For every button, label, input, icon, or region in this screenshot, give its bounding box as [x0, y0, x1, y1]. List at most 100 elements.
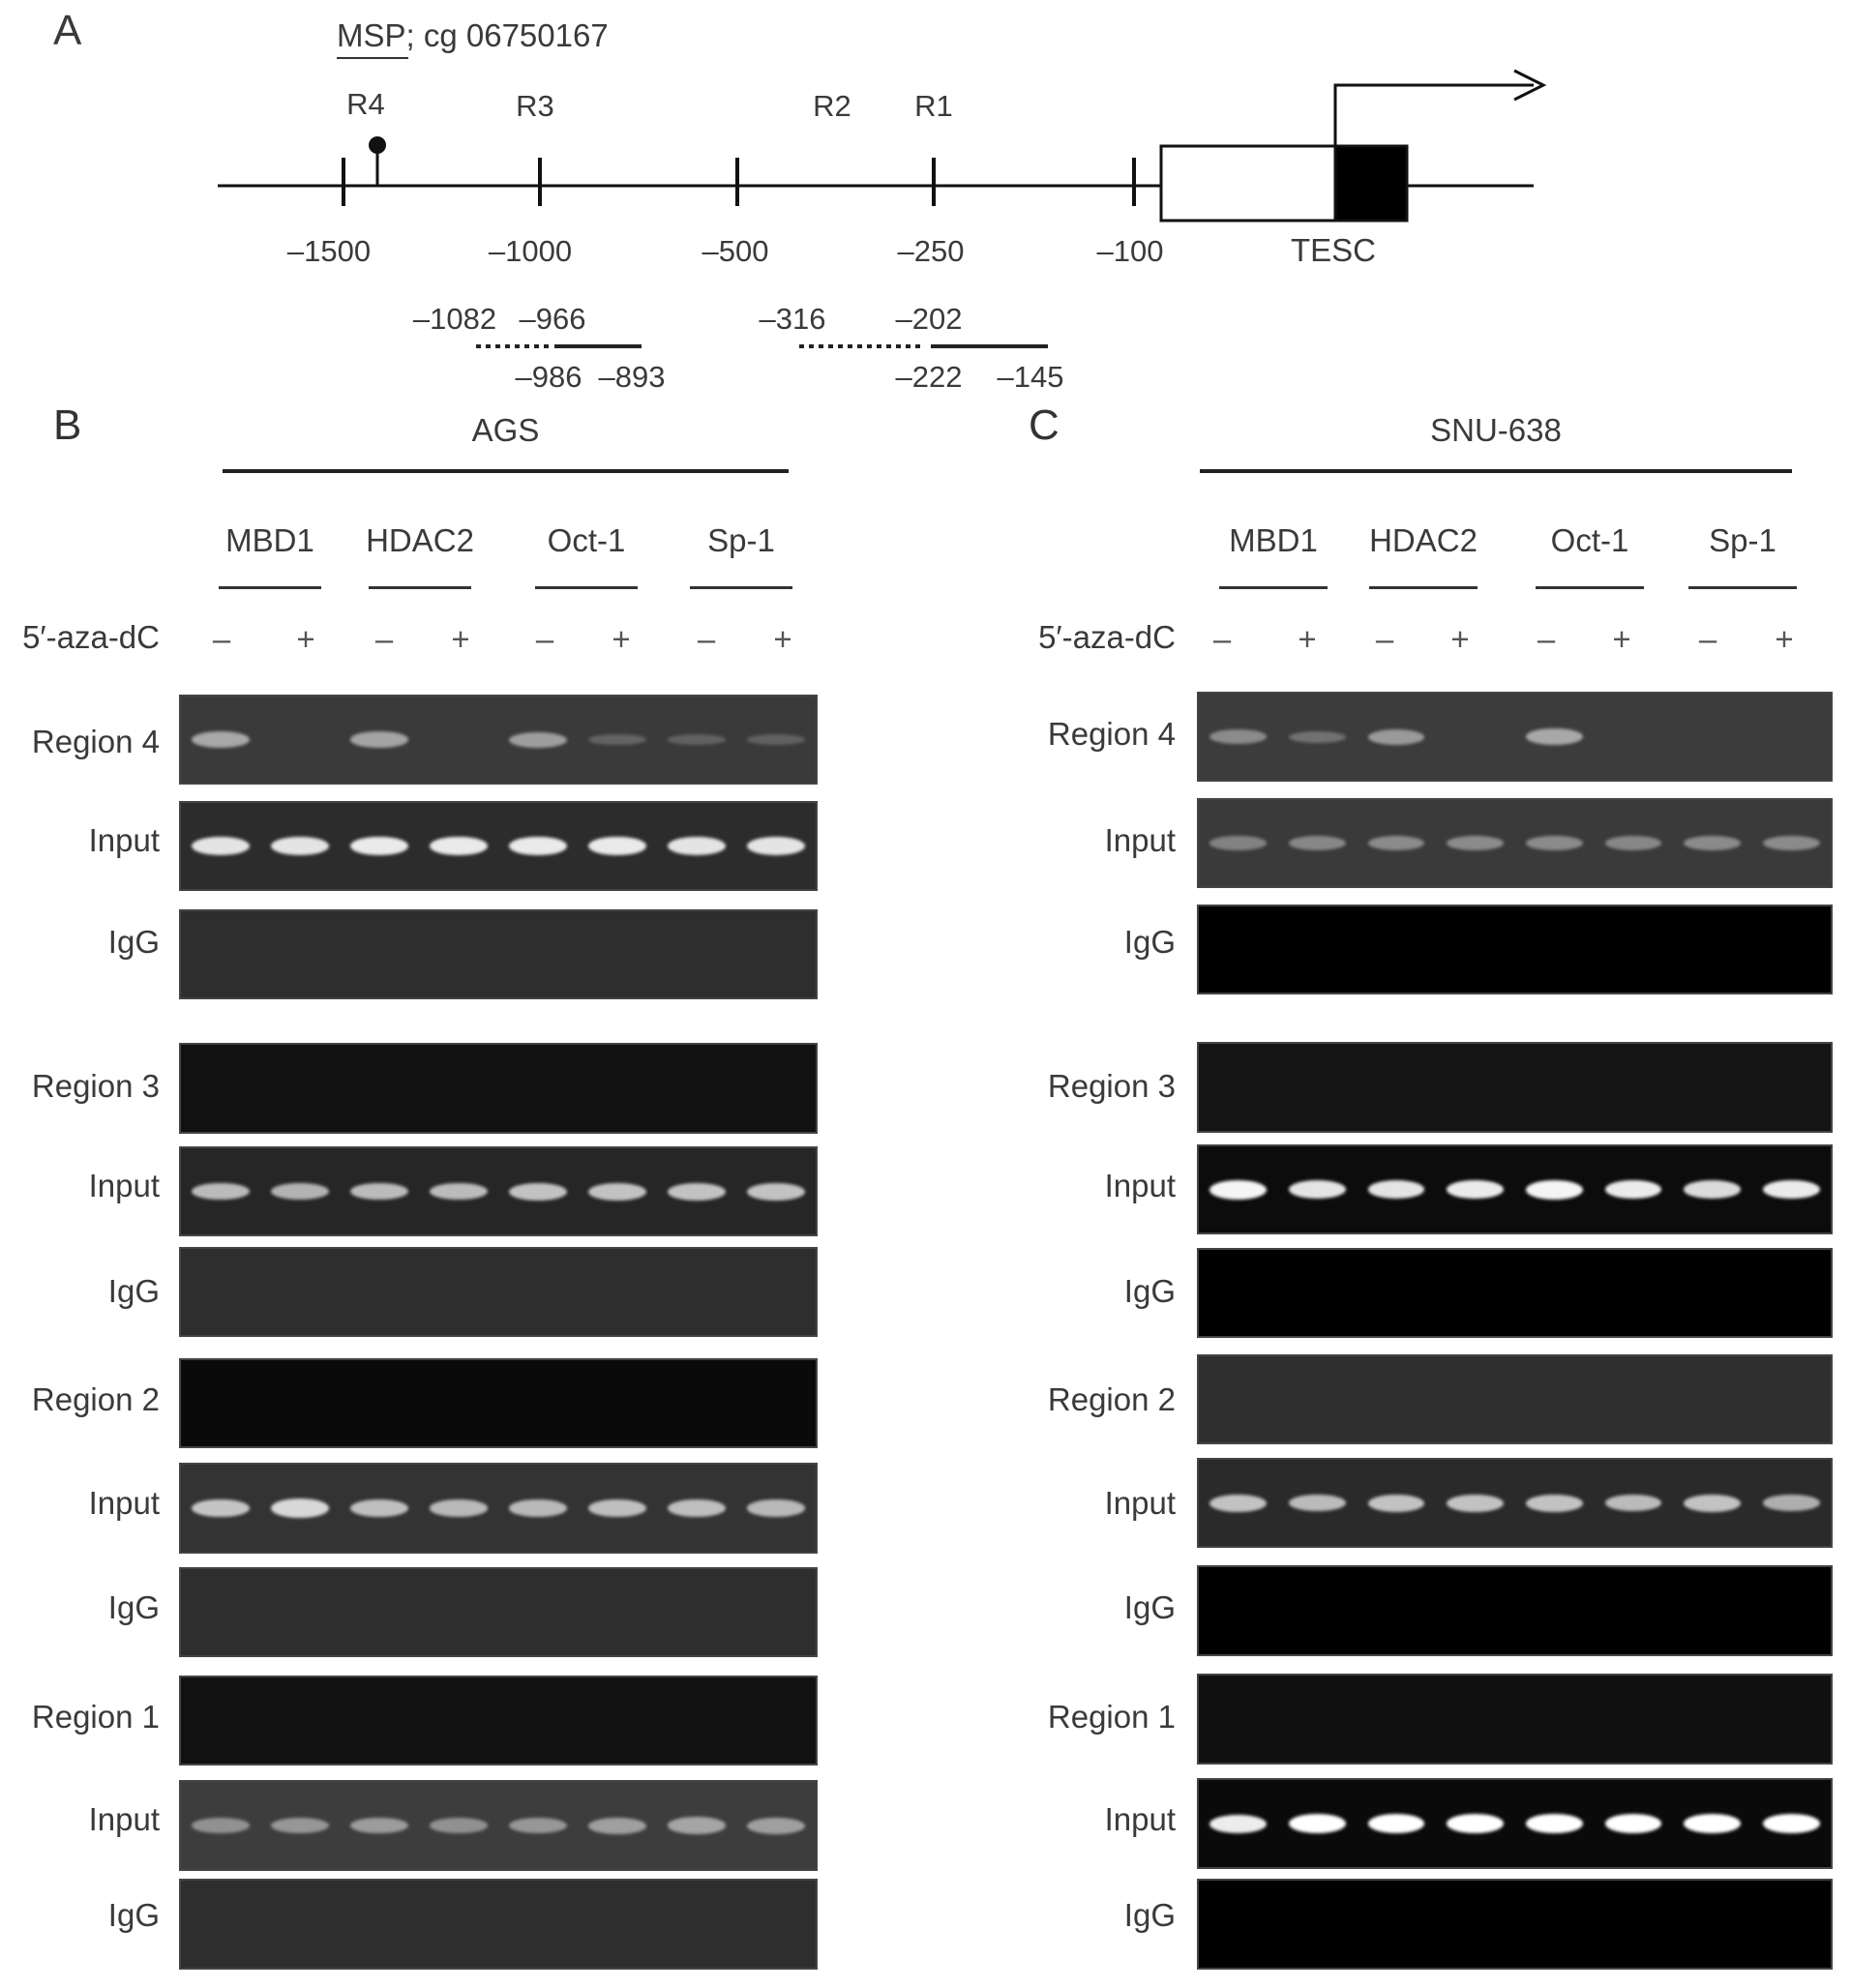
primer-coord-145: –145 — [998, 360, 1064, 394]
treatment-sign: + — [612, 621, 631, 657]
gel-band — [1209, 1494, 1268, 1512]
row-label-igg: IgG — [1123, 924, 1176, 960]
gel-igg — [179, 1879, 818, 1970]
gel-band — [1525, 1494, 1583, 1512]
gel-igg — [1197, 1565, 1833, 1656]
row-label-igg: IgG — [107, 1273, 160, 1309]
gel-region1 — [179, 1676, 818, 1765]
cell-line-title: AGS — [471, 412, 540, 448]
gel-band — [1289, 1494, 1346, 1512]
gel-band — [1525, 727, 1583, 746]
gel-input — [179, 1463, 818, 1554]
coord-100: –100 — [1097, 234, 1164, 268]
exon-box — [1333, 144, 1409, 223]
row-label-region4: Region 4 — [1047, 716, 1176, 752]
region-label-r3: R3 — [516, 89, 554, 123]
gel-input — [179, 1146, 818, 1236]
cell-line-rule — [223, 469, 789, 473]
gel-band — [1367, 1494, 1425, 1512]
gel-band — [747, 837, 805, 855]
tss-arrow-line — [1333, 83, 1534, 146]
gel-band — [509, 1818, 567, 1833]
gel-region2 — [1197, 1354, 1833, 1444]
treatment-sign: – — [374, 621, 394, 657]
treatment-sign: – — [1375, 621, 1394, 657]
coord-1000: –1000 — [489, 234, 572, 268]
gel-igg — [179, 909, 818, 999]
row-label-region1: Region 1 — [1047, 1699, 1176, 1735]
gel-band — [1525, 1814, 1583, 1833]
gel-band — [1604, 1494, 1662, 1512]
gel-band — [430, 836, 488, 856]
gel-input — [1197, 1144, 1833, 1234]
gel-input — [1197, 1458, 1833, 1548]
gel-band — [192, 1498, 250, 1518]
gel-band — [1762, 835, 1820, 851]
antibody-rule — [1369, 586, 1478, 589]
treatment-sign: + — [451, 621, 470, 657]
gel-band — [1367, 728, 1425, 745]
coord-500: –500 — [702, 234, 769, 268]
utr-box — [1159, 144, 1337, 223]
gel-band — [192, 837, 250, 855]
primer-coord-316: –316 — [760, 302, 826, 336]
gel-input — [179, 801, 818, 891]
gel-band — [1762, 1495, 1820, 1511]
gel-band — [1447, 1814, 1505, 1833]
panel-b-letter: B — [53, 401, 82, 449]
treatment-sign: + — [1775, 621, 1794, 657]
antibody-rule — [1536, 586, 1644, 589]
gel-band — [1525, 1179, 1583, 1200]
row-label-input: Input — [1104, 1168, 1176, 1203]
row-label-input: Input — [1104, 822, 1176, 858]
gel-band — [271, 1498, 329, 1518]
antibody-rule — [1688, 586, 1797, 589]
panel-a-letter: A — [53, 7, 82, 54]
gel-band — [747, 1817, 805, 1834]
gel-band — [430, 1818, 488, 1833]
gel-band — [1209, 1814, 1268, 1833]
gel-band — [1604, 1814, 1662, 1833]
gel-band — [1604, 1179, 1662, 1200]
gel-band — [350, 1182, 408, 1201]
primer-coord-1082: –1082 — [413, 302, 496, 336]
antibody-rule — [369, 586, 471, 589]
gel-band — [588, 1499, 646, 1517]
antibody-rule — [1219, 586, 1328, 589]
gel-band — [1209, 836, 1268, 850]
gel-band — [1447, 835, 1505, 851]
gel-region3 — [179, 1043, 818, 1134]
row-label-input: Input — [1104, 1801, 1176, 1837]
gene-label: TESC — [1291, 232, 1376, 268]
row-label-igg: IgG — [1123, 1897, 1176, 1933]
row-label-input: Input — [88, 822, 160, 858]
gel-band — [1289, 836, 1346, 850]
gel-band — [1762, 1179, 1820, 1200]
treatment-sign: – — [1537, 621, 1556, 657]
gel-band — [747, 734, 805, 745]
gel-band — [1209, 729, 1268, 744]
gel-band — [668, 734, 726, 745]
antibody-label-oct1: Oct-1 — [547, 522, 626, 558]
gel-igg — [179, 1247, 818, 1337]
row-label-input: Input — [88, 1801, 160, 1837]
gel-region2 — [179, 1358, 818, 1448]
gel-band — [1209, 1179, 1268, 1200]
row-label-region2: Region 2 — [31, 1381, 160, 1417]
treatment-sign: + — [296, 621, 315, 657]
gel-region1 — [1197, 1674, 1833, 1765]
treatment-sign: + — [1298, 621, 1317, 657]
row-label-region2: Region 2 — [1047, 1381, 1176, 1417]
gel-region4 — [179, 695, 818, 785]
gel-igg — [1197, 905, 1833, 994]
gel-igg — [179, 1567, 818, 1657]
gel-band — [192, 1818, 250, 1833]
row-label-input: Input — [88, 1168, 160, 1203]
gel-igg — [1197, 1248, 1833, 1338]
gel-band — [509, 731, 567, 748]
gel-region4 — [1197, 692, 1833, 782]
treatment-sign: + — [1450, 621, 1470, 657]
antibody-label-hdac2: HDAC2 — [1369, 522, 1478, 558]
gel-band — [271, 1183, 329, 1200]
msp-label: MSP; cg 06750167 — [337, 17, 609, 53]
